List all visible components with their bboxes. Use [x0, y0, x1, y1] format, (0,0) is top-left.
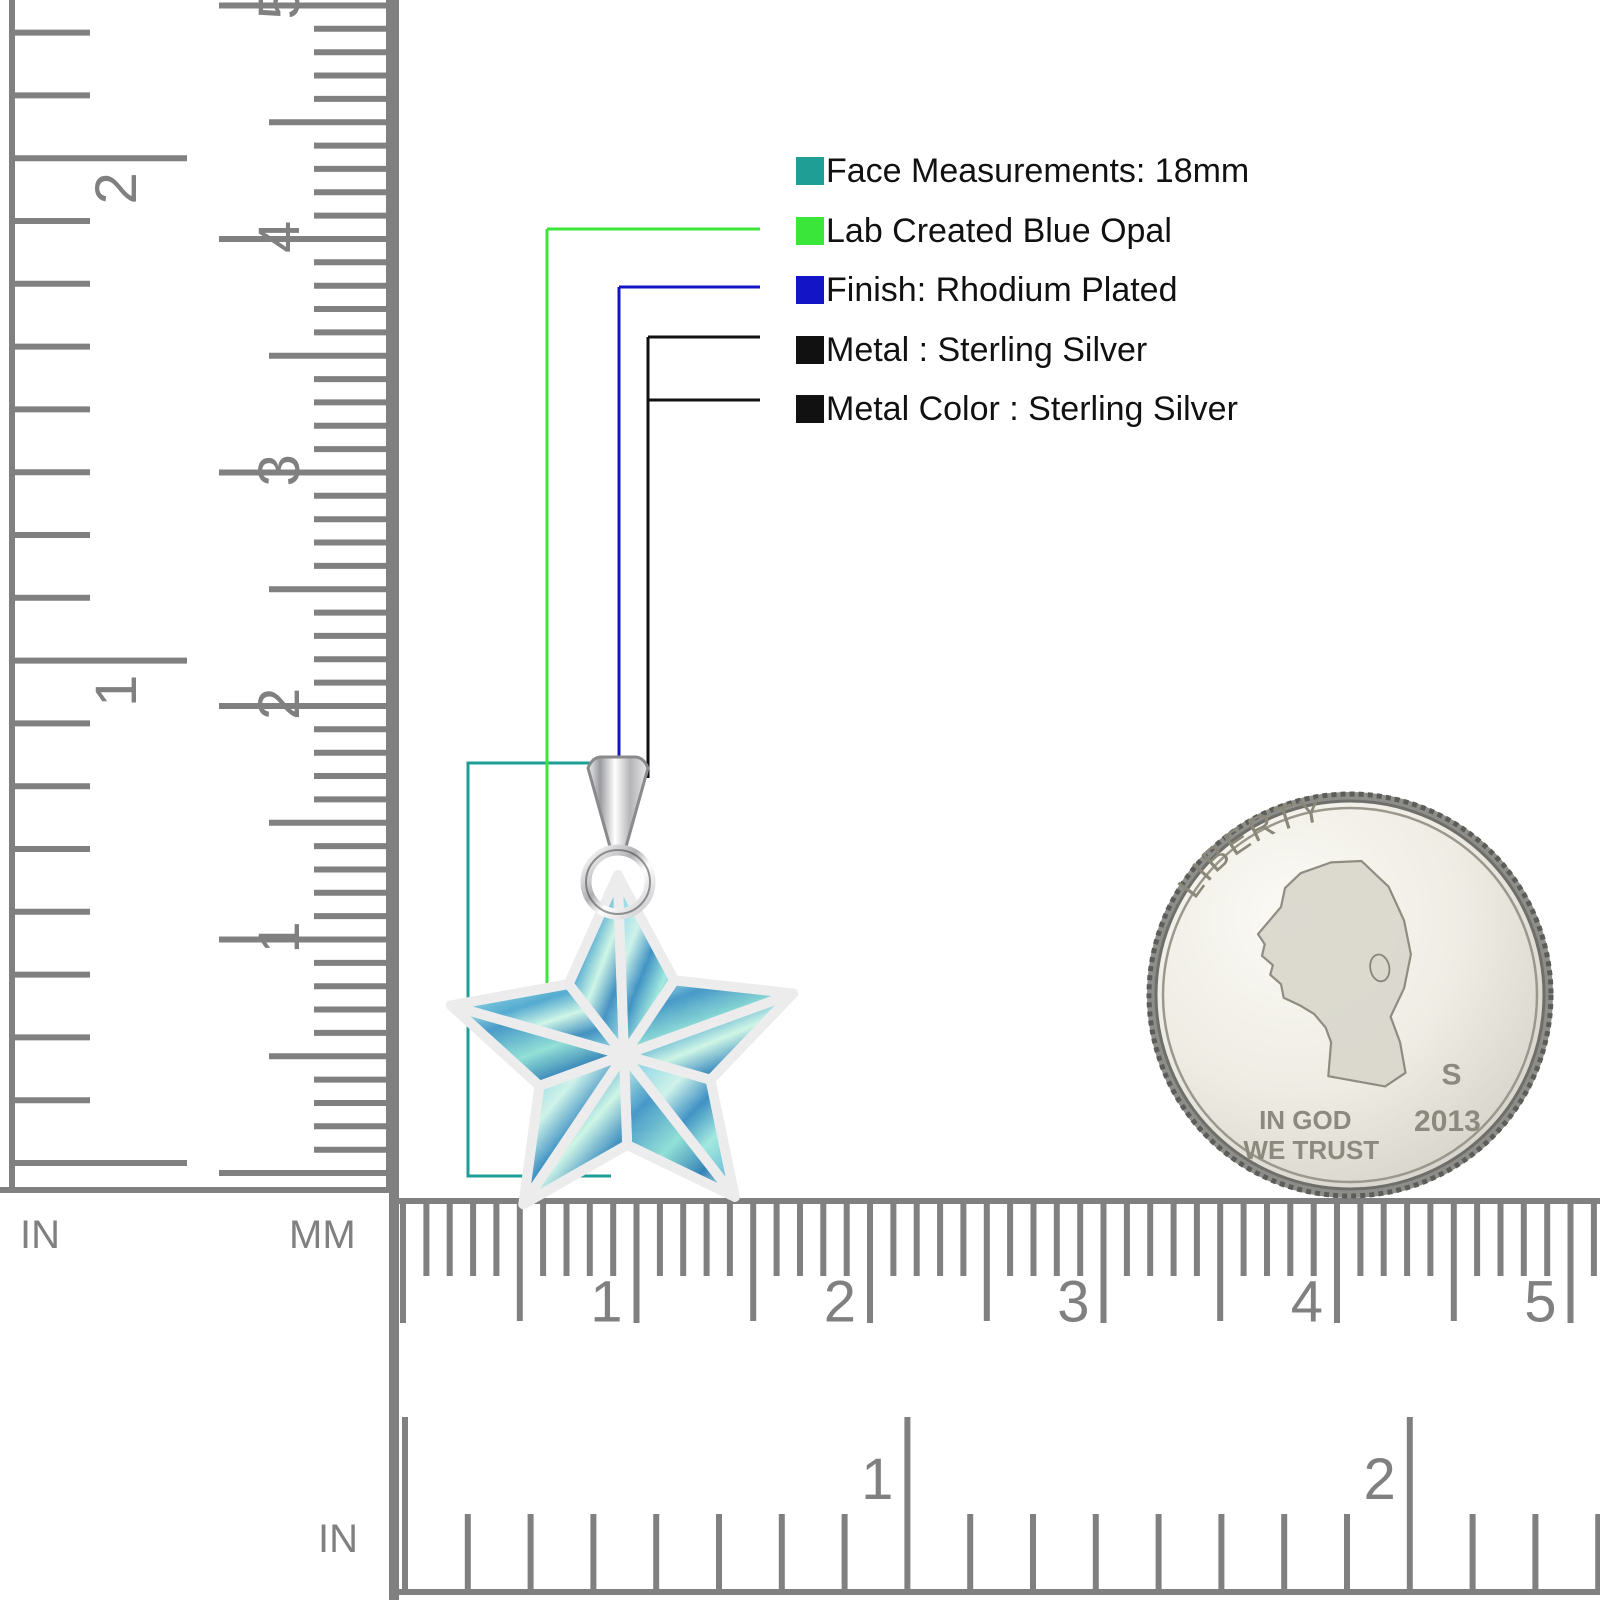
- svg-text:2013: 2013: [1414, 1105, 1481, 1138]
- svg-text:S: S: [1441, 1058, 1461, 1091]
- svg-text:WE TRUST: WE TRUST: [1243, 1135, 1379, 1165]
- svg-text:IN GOD: IN GOD: [1259, 1105, 1351, 1135]
